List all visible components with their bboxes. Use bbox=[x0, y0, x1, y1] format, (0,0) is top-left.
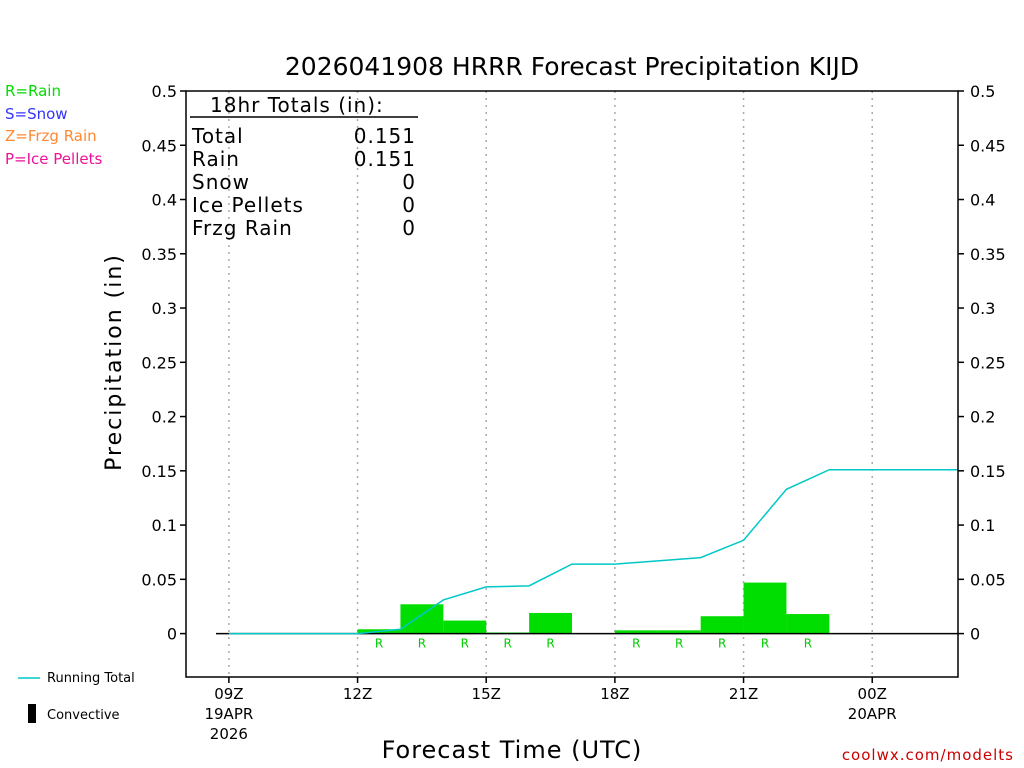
y-tick-label-left-3: 0.15 bbox=[141, 462, 177, 481]
totals-ice-label: Ice Pellets bbox=[192, 193, 304, 217]
totals-frzg-value: 0 bbox=[402, 216, 416, 240]
running-total-legend-label: Running Total bbox=[47, 671, 135, 686]
y-axis-label: Precipitation (in) bbox=[102, 253, 127, 471]
legend-snow: S=Snow bbox=[5, 105, 68, 123]
ptype-label-11: R bbox=[675, 637, 683, 651]
x-tick-label-1: 12Z bbox=[343, 685, 372, 703]
ptype-label-13: R bbox=[761, 637, 769, 651]
precip-bar-12 bbox=[700, 616, 744, 634]
x-tick-label-3: 18Z bbox=[600, 685, 629, 703]
x-tick-label-4: 21Z bbox=[729, 685, 758, 703]
y-tick-label-right-3: 0.15 bbox=[970, 462, 1006, 481]
totals-snow-value: 0 bbox=[402, 170, 416, 194]
y-tick-label-right-6: 0.3 bbox=[970, 299, 995, 318]
x-axis-label: Forecast Time (UTC) bbox=[382, 736, 643, 764]
credit-text: coolwx.com/modelts bbox=[842, 746, 1014, 764]
ptype-label-14: R bbox=[804, 637, 812, 651]
convective-legend-label: Convective bbox=[47, 708, 120, 723]
y-tick-label-left-9: 0.45 bbox=[141, 136, 177, 155]
x-axis: 09Z 19APR 2026 12Z 15Z 18Z 21Z 00Z 20APR bbox=[204, 677, 897, 743]
y-tick-label-right-1: 0.05 bbox=[970, 570, 1006, 589]
y-tick-label-left-2: 0.1 bbox=[152, 516, 177, 535]
y-tick-label-left-8: 0.4 bbox=[152, 191, 177, 210]
y-tick-label-left-4: 0.2 bbox=[152, 408, 177, 427]
y-tick-label-right-5: 0.25 bbox=[970, 353, 1006, 372]
x-tick-year-0: 2026 bbox=[210, 725, 248, 743]
totals-total-label: Total bbox=[191, 124, 244, 148]
precip-bar-10 bbox=[614, 630, 658, 634]
ptype-label-5: R bbox=[418, 637, 426, 651]
y-tick-label-right-9: 0.45 bbox=[970, 136, 1006, 155]
x-tick-date-5: 20APR bbox=[848, 705, 897, 723]
legend-frzg-rain: Z=Frzg Rain bbox=[5, 127, 97, 145]
y-axis-left: 0 0.05 0.1 0.15 0.2 0.25 0.3 0.35 0.4 0.45 0.5 bbox=[141, 82, 186, 644]
precip-bar-11 bbox=[657, 630, 701, 634]
plot-frame bbox=[185, 90, 959, 678]
x-tick-label-2: 15Z bbox=[472, 685, 501, 703]
ptype-label-8: R bbox=[546, 637, 554, 651]
legend-rain: R=Rain bbox=[5, 82, 61, 100]
x-tick-date-0: 19APR bbox=[204, 705, 253, 723]
precip-bar-8 bbox=[529, 612, 572, 634]
y-tick-label-right-4: 0.2 bbox=[970, 408, 995, 427]
y-tick-label-left-0: 0 bbox=[167, 625, 177, 644]
y-axis-right: 0 0.05 0.1 0.15 0.2 0.25 0.3 0.35 0.4 0.45 0.5 bbox=[958, 82, 1006, 644]
chart-title: 2026041908 HRRR Forecast Precipitation K… bbox=[285, 52, 859, 81]
y-tick-label-left-10: 0.5 bbox=[152, 82, 177, 101]
y-tick-label-right-0: 0 bbox=[970, 625, 980, 644]
precip-bar-13 bbox=[743, 582, 787, 634]
y-tick-label-left-1: 0.05 bbox=[141, 570, 177, 589]
y-tick-label-left-6: 0.3 bbox=[152, 299, 177, 318]
ptype-label-7: R bbox=[503, 637, 511, 651]
legend-ice-pellets: P=Ice Pellets bbox=[5, 150, 102, 168]
convective-legend-swatch bbox=[28, 704, 36, 723]
running-total-line bbox=[228, 468, 958, 635]
x-tick-label-0: 09Z bbox=[214, 685, 243, 703]
totals-snow-label: Snow bbox=[192, 170, 250, 194]
ptype-label-12: R bbox=[718, 637, 726, 651]
totals-ice-value: 0 bbox=[402, 193, 416, 217]
y-tick-label-right-10: 0.5 bbox=[970, 82, 995, 101]
totals-total-value: 0.151 bbox=[354, 124, 416, 148]
ptype-label-4: R bbox=[375, 637, 383, 651]
y-tick-label-right-7: 0.35 bbox=[970, 245, 1006, 264]
y-tick-label-left-7: 0.35 bbox=[141, 245, 177, 264]
hourly-bars bbox=[357, 582, 830, 634]
x-tick-label-5: 00Z bbox=[858, 685, 887, 703]
ptype-label-6: R bbox=[461, 637, 469, 651]
y-tick-label-right-8: 0.4 bbox=[970, 191, 995, 210]
precip-bar-14 bbox=[786, 614, 830, 634]
totals-rain-value: 0.151 bbox=[354, 147, 416, 171]
precip-bar-6 bbox=[443, 620, 487, 634]
ptype-label-10: R bbox=[632, 637, 640, 651]
precip-bar-5 bbox=[400, 604, 444, 634]
totals-title: 18hr Totals (in): bbox=[210, 93, 384, 117]
totals-frzg-label: Frzg Rain bbox=[192, 216, 293, 240]
totals-rain-label: Rain bbox=[192, 147, 240, 171]
y-tick-label-left-5: 0.25 bbox=[141, 353, 177, 372]
totals-box: 18hr Totals (in): Total 0.151 Rain 0.151… bbox=[190, 93, 418, 240]
y-tick-label-right-2: 0.1 bbox=[970, 516, 995, 535]
